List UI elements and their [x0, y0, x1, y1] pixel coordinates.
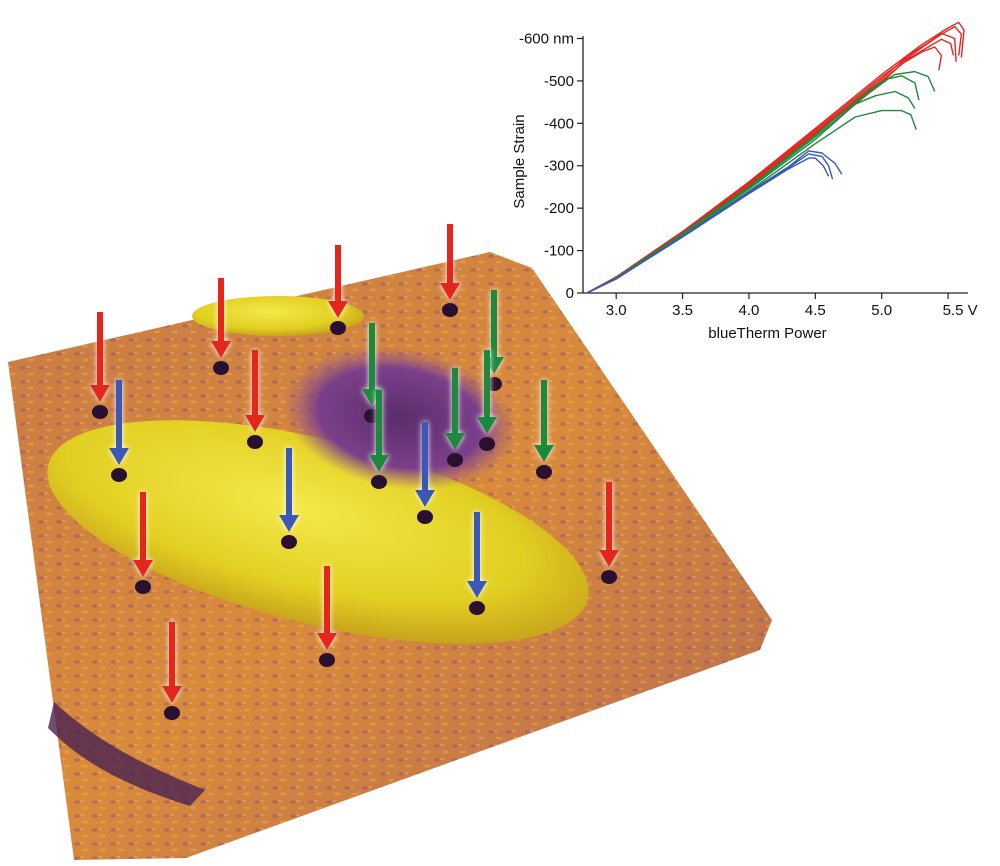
indent-pit [417, 510, 433, 524]
indent-pit [371, 475, 387, 489]
x-tick-label: 3.5 [672, 302, 693, 319]
red-arrow-icon [162, 622, 182, 703]
crystal-lower [47, 420, 589, 644]
arrow-shaft [97, 312, 103, 386]
y-axis-title: Sample Strain [511, 114, 528, 208]
arrow-markers [90, 224, 619, 720]
arrow-shaft [452, 368, 458, 434]
indent-pit [135, 580, 151, 594]
crystal-upper [192, 296, 364, 336]
arrow-shaft [324, 566, 330, 634]
green-arrow-icon [477, 350, 497, 434]
indent-pit [330, 321, 346, 335]
arrow-shaft [252, 350, 258, 416]
blue-arrow-icon [109, 380, 129, 465]
arrow-shaft [484, 350, 490, 418]
x-ticks: 3.0 3.5 4.0 4.5 5.0 5.5 V [606, 293, 978, 319]
arrow-head [162, 686, 182, 703]
indent-pit [469, 601, 485, 615]
x-tick-label: 5.0 [871, 302, 892, 319]
arrow-shaft [474, 512, 480, 582]
arrow-head [90, 385, 110, 402]
arrow-head [245, 415, 265, 432]
arrow-head [467, 581, 487, 598]
indent-pit [601, 570, 617, 584]
arrow-shaft [286, 448, 292, 516]
indent-pit [111, 468, 127, 482]
y-ticks: 0 -100 -200 -300 -400 -500 -600 nm [519, 30, 583, 302]
indent-pit [213, 361, 229, 375]
blue-arrow-icon [415, 422, 435, 507]
arrow-head [211, 341, 231, 358]
arrow-shaft [116, 380, 122, 449]
series-line-red-1 [586, 21, 965, 294]
chart-series [586, 21, 965, 294]
series-line-blue-3 [586, 157, 830, 294]
green-arrow-icon [445, 368, 465, 450]
series-line-red-2 [586, 25, 963, 294]
arrow-shaft [140, 492, 146, 561]
red-arrow-icon [440, 224, 460, 300]
y-tick-label: -500 [544, 73, 574, 90]
y-tick-label: 0 [566, 285, 574, 302]
arrow-head [133, 560, 153, 577]
x-tick-label: 3.0 [606, 302, 627, 319]
green-arrow-icon [369, 390, 389, 472]
arrow-head [415, 490, 435, 507]
arrow-head [599, 550, 619, 567]
arrow-head [279, 515, 299, 532]
y-tick-label: -100 [544, 243, 574, 260]
y-tick-label: -600 nm [519, 30, 574, 47]
edge-shadow [48, 702, 205, 806]
indent-pit [247, 435, 263, 449]
arrow-head [369, 455, 389, 472]
indent-pit [536, 465, 552, 479]
blue-arrow-icon [467, 512, 487, 598]
arrow-head [440, 283, 460, 300]
red-arrow-icon [90, 312, 110, 402]
red-arrow-icon [133, 492, 153, 577]
red-arrow-icon [317, 566, 337, 650]
arrow-shaft [376, 390, 382, 456]
indent-pit [164, 706, 180, 720]
red-arrow-icon [599, 482, 619, 567]
indent-pit [319, 653, 335, 667]
x-tick-label: 5.5 V [943, 302, 978, 319]
indent-pit [281, 535, 297, 549]
strain-chart: 0 -100 -200 -300 -400 -500 -600 nm 3.0 3.5 4.0 4.… [511, 21, 978, 342]
x-tick-label: 4.0 [739, 302, 760, 319]
arrow-shaft [606, 482, 612, 551]
arrow-head [445, 433, 465, 450]
x-tick-label: 4.5 [805, 302, 826, 319]
series-line-green-2 [586, 75, 920, 294]
indent-pit [442, 303, 458, 317]
blue-arrow-icon [279, 448, 299, 532]
arrow-head [317, 633, 337, 650]
arrow-head [109, 448, 129, 465]
x-axis-title: blueTherm Power [708, 325, 826, 342]
indent-pit [92, 405, 108, 419]
arrow-head [328, 301, 348, 318]
afm-surface [8, 252, 772, 860]
arrow-shaft [218, 278, 224, 342]
green-arrow-icon [534, 380, 554, 462]
arrow-shaft [491, 290, 497, 358]
arrow-shaft [541, 380, 547, 446]
red-arrow-icon [211, 278, 231, 358]
y-tick-label: -400 [544, 115, 574, 132]
y-tick-label: -300 [544, 158, 574, 175]
red-arrow-icon [328, 245, 348, 318]
red-arrow-icon [245, 350, 265, 432]
indent-pit [447, 453, 463, 467]
indent-pit [479, 437, 495, 451]
arrow-head [534, 445, 554, 462]
arrow-shaft [447, 224, 453, 284]
y-tick-label: -200 [544, 200, 574, 217]
arrow-head [477, 417, 497, 434]
arrow-shaft [335, 245, 341, 302]
arrow-shaft [369, 323, 375, 390]
arrow-shaft [169, 622, 175, 687]
arrow-shaft [422, 422, 428, 491]
